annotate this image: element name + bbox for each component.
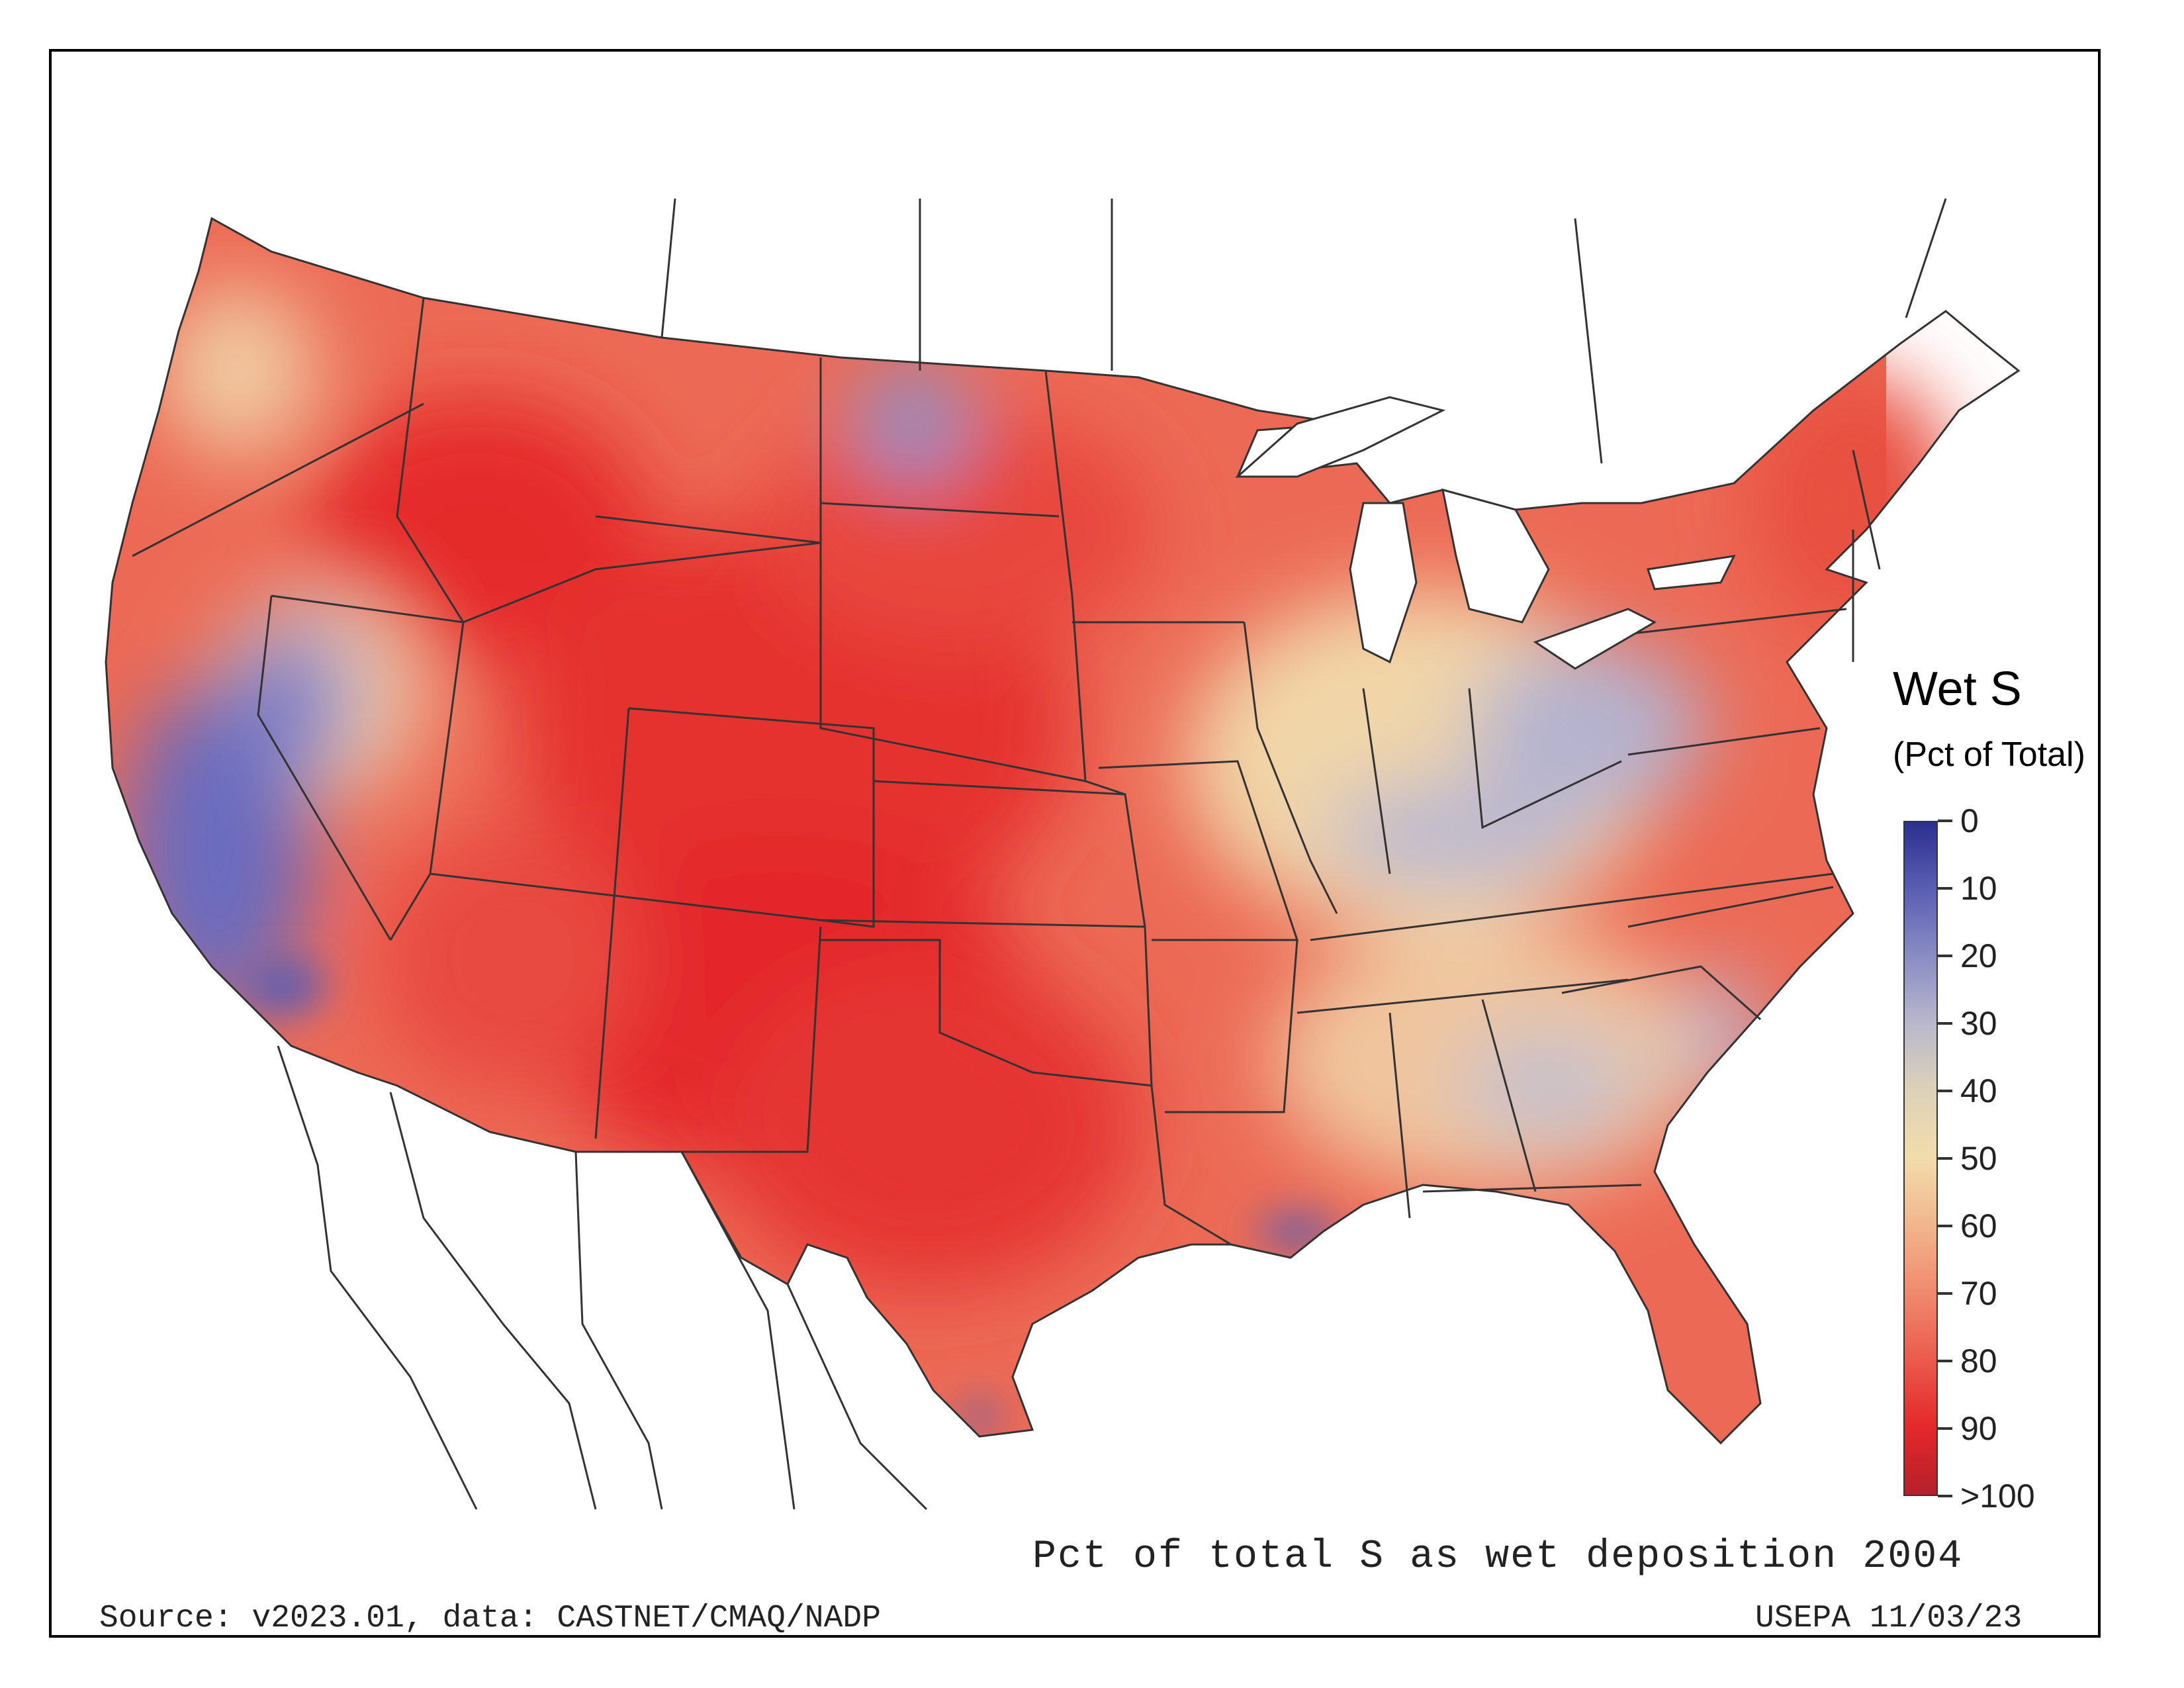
mexico-lines — [277, 1045, 928, 1511]
state-line-arkansas — [1165, 939, 1298, 1113]
state-line-ks-ok — [820, 919, 1146, 928]
state-line-fl-north — [1422, 1184, 1642, 1193]
boundary-lines — [105, 198, 2021, 1511]
state-line-pa-md — [1627, 727, 1821, 756]
colorbar-tick-label: 10 — [1960, 870, 1997, 907]
colorbar-tick — [1938, 1022, 1952, 1025]
colorbar-tick — [1938, 1427, 1952, 1430]
state-line-pa-ny — [1614, 608, 1847, 637]
colorbar-tick-label: 80 — [1960, 1342, 1997, 1380]
colorbar-tick — [1938, 1225, 1952, 1227]
colorbar-tick-label: 60 — [1960, 1207, 1997, 1244]
colorbar-tick-label: 70 — [1960, 1275, 1997, 1312]
state-line-or-wa — [132, 402, 424, 557]
state-line-ohio — [1468, 688, 1622, 829]
field-tan-pacific-nw — [159, 285, 318, 457]
state-line-va-nc — [1627, 886, 1834, 928]
state-line-mississippi-river — [1044, 370, 1232, 1246]
lake-ontario — [1647, 555, 1736, 590]
colorbar-tick — [1938, 1360, 1952, 1362]
state-line-indiana — [1362, 688, 1391, 874]
state-line-colorado — [628, 707, 875, 928]
agency-caption: USEPA 11/03/23 — [1755, 1601, 2023, 1636]
state-line-illinois — [1243, 622, 1338, 914]
colorbar-tick — [1938, 955, 1952, 957]
field-blue-nevada — [232, 622, 351, 781]
legend-subtitle: (Pct of Total) — [1893, 735, 2085, 774]
legend-title: Wet S — [1893, 663, 2022, 716]
state-line-carolinas — [1561, 965, 1761, 1021]
state-line-al-ga — [1481, 999, 1537, 1192]
state-line-missouri — [1098, 760, 1299, 941]
figure-frame — [49, 49, 2101, 1638]
deposition-field — [106, 218, 1959, 1443]
state-line-ne-ks — [873, 780, 1126, 796]
lake-huron — [1441, 488, 1550, 624]
field-blue-carolina-coast — [1681, 973, 1760, 1092]
state-line-utah-az — [430, 872, 821, 921]
field-blue-north-dakota — [854, 364, 973, 483]
colorbar-tick — [1938, 1292, 1952, 1295]
colorbar-tick-label: 20 — [1960, 937, 1997, 974]
field-red-texas — [715, 960, 1138, 1291]
state-line-montana-south — [463, 541, 821, 624]
colorbar-tick — [1938, 1495, 1952, 1497]
state-line-vermont — [1852, 449, 1881, 570]
state-line-nevada — [271, 594, 465, 941]
lake-erie — [1533, 608, 1657, 670]
colorbar-tick-label: 50 — [1960, 1140, 1997, 1177]
field-red-northern-rockies — [304, 397, 649, 662]
colorbar-tick — [1938, 887, 1952, 890]
field-blue-georgia — [1456, 1026, 1641, 1145]
state-line-co-ut — [594, 708, 630, 1139]
colorbar-tick — [1938, 1157, 1952, 1160]
state-line-sd-nd — [820, 502, 1060, 518]
colorbar-tick-label: 40 — [1960, 1072, 1997, 1109]
field-red-north-plains — [761, 410, 1158, 649]
state-line-idaho — [396, 297, 465, 623]
state-line-dakotas — [819, 357, 1086, 782]
colorbar — [1903, 821, 1938, 1496]
figure-caption: Pct of total S as wet deposition 2004 — [1032, 1534, 1964, 1579]
state-line-tn-ky — [1310, 872, 1834, 941]
source-caption: Source: v2023.01, data: CASTNET/CMAQ/NAD… — [99, 1601, 881, 1636]
field-blue-s-texas — [960, 1403, 999, 1430]
state-line-ok-tx — [821, 939, 1152, 1087]
lake-michigan — [1349, 502, 1418, 664]
state-line-nm-tx — [682, 926, 822, 1153]
field-blue-ohio-valley — [1469, 642, 1707, 814]
state-line-ca-nv — [257, 595, 392, 941]
colorbar-tick-label: 30 — [1960, 1005, 1997, 1042]
colorbar-tick-label: 90 — [1960, 1410, 1997, 1447]
lake-superior — [1235, 396, 1446, 478]
field-blue-socal — [245, 960, 324, 1013]
state-line-ms-al — [1388, 1012, 1411, 1219]
colorbar-tick-label: 0 — [1960, 802, 1979, 839]
colorbar-tick — [1938, 1090, 1952, 1092]
canada-border-lines — [660, 198, 1947, 464]
colorbar-tick-label: >100 — [1960, 1477, 2035, 1515]
colorbar-tick — [1938, 820, 1952, 822]
state-line-tn-south — [1297, 978, 1629, 1014]
field-red-arizona — [377, 827, 642, 1092]
